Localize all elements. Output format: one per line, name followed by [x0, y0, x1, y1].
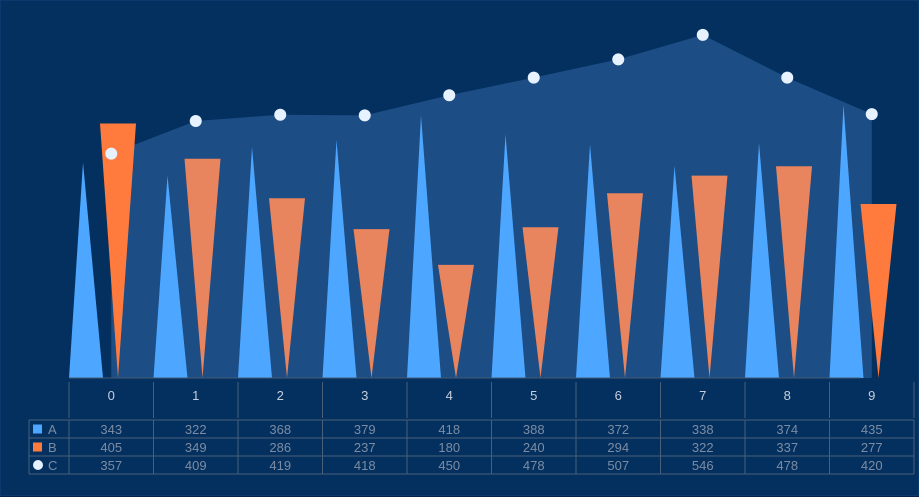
table-cell-A-4: 418 — [438, 422, 460, 437]
series-a-bar-4 — [407, 115, 441, 379]
series-b-bar-5 — [522, 227, 559, 378]
series-c-point-7 — [696, 28, 709, 41]
series-c-point-6 — [612, 53, 625, 66]
x-tick-label-7: 7 — [699, 388, 706, 403]
x-tick-label-0: 0 — [108, 388, 115, 403]
legend-label-C: C — [48, 458, 57, 473]
series-b-bar-3 — [353, 229, 390, 378]
table-cell-B-1: 349 — [185, 440, 207, 455]
table-cell-B-8: 337 — [776, 440, 798, 455]
table-cell-A-1: 322 — [185, 422, 207, 437]
table-cell-C-1: 409 — [185, 458, 207, 473]
legend-marker-B — [33, 442, 42, 452]
table-cell-C-2: 419 — [269, 458, 291, 473]
series-b-bar-6 — [607, 193, 643, 378]
table-cell-A-6: 372 — [607, 422, 629, 437]
table-cell-C-3: 418 — [354, 458, 376, 473]
series-a-bar-5 — [491, 134, 526, 378]
series-c-point-9 — [865, 108, 878, 121]
table-cell-A-8: 374 — [776, 422, 798, 437]
table-cell-B-4: 180 — [438, 440, 460, 455]
series-c-point-0 — [105, 147, 118, 160]
table-cell-B-7: 322 — [692, 440, 714, 455]
series-b-bar-7 — [691, 175, 728, 378]
series-c-point-5 — [527, 71, 540, 84]
table-cell-C-7: 546 — [692, 458, 714, 473]
series-a-bar-1 — [153, 175, 188, 378]
series-c-point-8 — [781, 71, 794, 84]
series-a-bar-2 — [238, 146, 272, 378]
series-b-bar-2 — [269, 198, 305, 378]
table-cell-A-3: 379 — [354, 422, 376, 437]
table-cell-B-9: 277 — [861, 440, 883, 455]
legend-marker-A — [33, 424, 42, 434]
table-cell-B-6: 294 — [607, 440, 629, 455]
series-b-bar-9 — [860, 203, 897, 378]
table-cell-B-3: 237 — [354, 440, 376, 455]
series-a-bar-3 — [322, 139, 357, 378]
table-cell-A-9: 435 — [861, 422, 883, 437]
series-c-point-3 — [358, 109, 371, 122]
x-tick-label-4: 4 — [446, 388, 453, 403]
table-cell-B-5: 240 — [523, 440, 545, 455]
series-c-point-2 — [274, 108, 287, 121]
series-b-bar-4 — [438, 264, 474, 378]
table-cell-C-9: 420 — [861, 458, 883, 473]
series-b-bar-8 — [776, 166, 812, 378]
series-a-bar-0 — [69, 162, 103, 378]
x-tick-label-8: 8 — [784, 388, 791, 403]
table-cell-C-5: 478 — [523, 458, 545, 473]
x-tick-label-6: 6 — [615, 388, 622, 403]
series-b-bar-1 — [184, 158, 221, 378]
x-tick-label-1: 1 — [192, 388, 199, 403]
series-a-bar-7 — [660, 165, 695, 378]
table-cell-C-8: 478 — [776, 458, 798, 473]
table-cell-C-4: 450 — [438, 458, 460, 473]
x-tick-label-9: 9 — [868, 388, 875, 403]
x-tick-label-2: 2 — [277, 388, 284, 403]
legend-label-B: B — [48, 440, 57, 455]
legend-marker-C — [33, 460, 43, 470]
table-cell-C-0: 357 — [100, 458, 122, 473]
table-cell-A-0: 343 — [100, 422, 122, 437]
x-tick-label-3: 3 — [361, 388, 368, 403]
series-a-bar-6 — [576, 144, 610, 378]
series-a-bar-9 — [829, 104, 864, 379]
table-cell-A-7: 338 — [692, 422, 714, 437]
series-a-bar-8 — [745, 143, 779, 378]
table-cell-C-6: 507 — [607, 458, 629, 473]
series-b-bar-0 — [100, 123, 136, 379]
x-tick-label-5: 5 — [530, 388, 537, 403]
table-cell-B-0: 405 — [100, 440, 122, 455]
table-cell-B-2: 286 — [269, 440, 291, 455]
table-cell-A-2: 368 — [269, 422, 291, 437]
series-c-point-4 — [443, 89, 456, 102]
legend-label-A: A — [48, 422, 57, 437]
table-cell-A-5: 388 — [523, 422, 545, 437]
series-c-point-1 — [189, 115, 202, 128]
